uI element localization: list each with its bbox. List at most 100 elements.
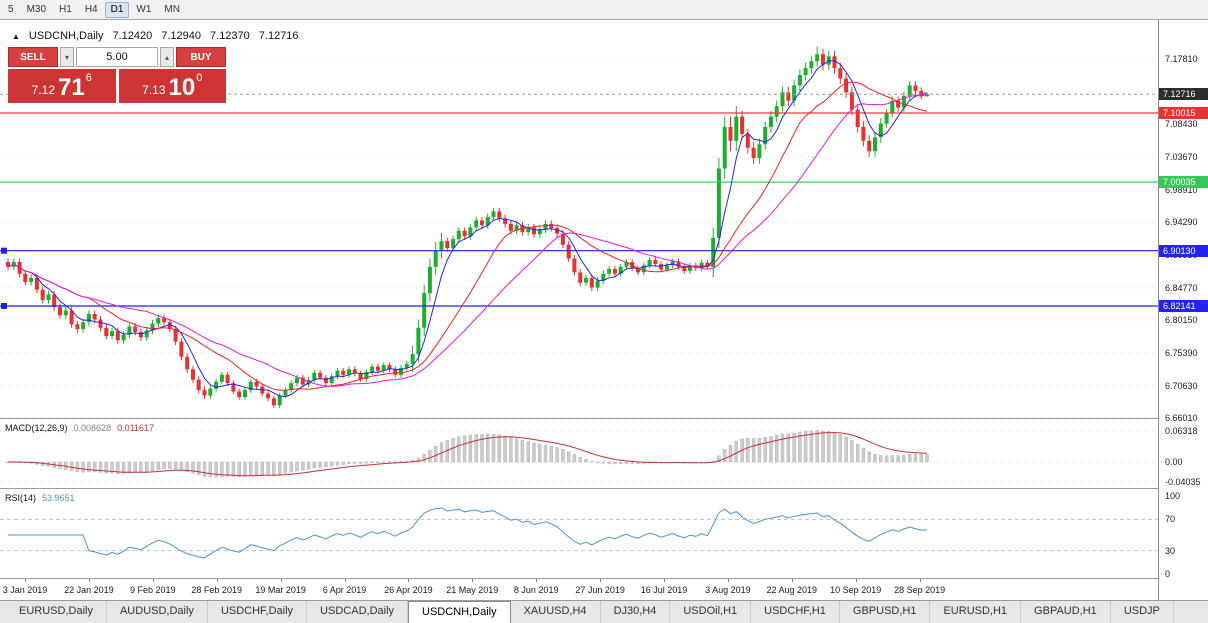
macd-axis-label: 0.00: [1165, 457, 1183, 467]
timeframe-toolbar: 5 M30 H1 H4 D1 W1 MN: [0, 0, 1208, 20]
chart-tab-eurusd-daily[interactable]: EURUSD,Daily: [6, 601, 107, 623]
chart-tab-gbpusd-h1[interactable]: GBPUSD,H1: [840, 601, 931, 623]
macd-main-value: 0.008628: [73, 423, 112, 433]
price-marker-label: 6.82141: [1159, 300, 1208, 312]
date-label: 16 Jul 2019: [640, 585, 688, 595]
macd-label: MACD(12,26,9) 0.008628 0.011617: [5, 423, 154, 433]
time-axis[interactable]: 3 Jan 2019 22 Jan 2019 9 Feb 2019 28 Feb 20…: [0, 578, 1158, 600]
rsi-pane-separator[interactable]: [0, 488, 1208, 489]
price-chart-canvas[interactable]: [0, 20, 1158, 418]
price-axis[interactable]: 7.178107.084307.036706.989106.942906.895…: [1158, 20, 1208, 600]
price-axis-label: 6.84770: [1165, 282, 1198, 293]
date-label: 9 Feb 2019: [130, 585, 176, 595]
time-axis-tick: [408, 578, 410, 582]
ask-point: 0: [196, 72, 203, 84]
rsi-axis-label: 100: [1165, 491, 1181, 501]
price-marker-label: 6.90130: [1159, 244, 1208, 257]
time-axis-tick: [727, 578, 729, 582]
time-axis-tick: [88, 578, 90, 582]
price-axis-label: 6.94290: [1165, 216, 1198, 227]
chevron-down-icon: ▾: [64, 52, 69, 62]
price-axis-label: 6.75390: [1165, 347, 1198, 358]
open-value: 7.12420: [112, 30, 153, 42]
rsi-axis-label: 70: [1165, 514, 1176, 525]
timeframe-button-h1[interactable]: H1: [59, 4, 72, 15]
chart-tab-gbpaud-h1[interactable]: GBPAUD,H1: [1021, 601, 1111, 623]
chart-tab-usdcad-daily[interactable]: USDCAD,Daily: [307, 601, 409, 623]
chart-tab-usdchf-daily[interactable]: USDCHF,Daily: [208, 601, 308, 623]
chart-tab-eurusd-h1[interactable]: EURUSD,H1: [930, 601, 1022, 623]
time-axis-tick: [152, 578, 154, 582]
sell-button[interactable]: SELL: [8, 47, 58, 67]
time-axis-tick: [791, 578, 793, 582]
bid-point: 6: [85, 72, 92, 84]
date-label: 8 Jun 2019: [513, 585, 559, 595]
price-axis-label: 6.70630: [1165, 380, 1198, 391]
date-label: 19 Mar 2019: [255, 585, 306, 595]
chart-tab-usdchf-h1[interactable]: USDCHF,H1: [751, 601, 840, 623]
price-marker-label: 7.00035: [1159, 176, 1208, 189]
price-axis-label: 7.03670: [1165, 151, 1198, 162]
timeframe-button-mn[interactable]: MN: [164, 4, 180, 15]
timeframe-button-w1[interactable]: W1: [136, 4, 152, 15]
volume-input[interactable]: 5.00: [76, 47, 158, 67]
time-axis-tick: [536, 578, 538, 582]
ask-prefix: 7.13: [142, 83, 166, 97]
low-value: 7.12370: [210, 30, 250, 42]
collapse-arrow-icon[interactable]: ▲: [12, 31, 20, 41]
macd-signal-value: 0.011617: [117, 423, 154, 433]
time-axis-tick: [472, 578, 474, 582]
ask-pips: 10: [168, 74, 196, 101]
date-label: 3 Aug 2019: [705, 585, 751, 595]
date-label: 6 Apr 2019: [322, 585, 367, 595]
high-value: 7.12940: [161, 30, 202, 42]
symbol-label: USDCNH,Daily: [28, 30, 104, 42]
volume-down-button[interactable]: ▾: [60, 47, 74, 67]
macd-pane-separator[interactable]: [0, 418, 1208, 419]
rsi-axis-label: 0: [1165, 569, 1171, 579]
bid-pips: 71: [58, 74, 85, 101]
rsi-name: RSI(14): [5, 493, 37, 503]
macd-name: MACD(12,26,9): [5, 423, 68, 433]
timeframe-button-d1[interactable]: D1: [104, 1, 130, 18]
time-axis-tick: [600, 578, 602, 582]
time-axis-tick: [25, 578, 26, 582]
date-label: 28 Sep 2019: [894, 585, 946, 595]
chart-area: ▲ USDCNH,Daily 7.12420 7.12940 7.12370 7…: [0, 20, 1208, 600]
chart-ohlc-header: ▲ USDCNH,Daily 7.12420 7.12940 7.12370 7…: [12, 30, 299, 42]
macd-indicator-canvas[interactable]: [0, 419, 1158, 488]
chart-tab-xauusd-h4[interactable]: XAUUSD,H4: [511, 601, 601, 623]
close-value: 7.12716: [258, 30, 299, 42]
rsi-label: RSI(14) 53.9651: [5, 493, 75, 503]
bid-quote-panel[interactable]: 7.12 71 6: [8, 69, 116, 103]
price-axis-label: 6.98910: [1165, 184, 1198, 195]
bid-prefix: 7.12: [31, 83, 56, 97]
date-label: 10 Sep 2019: [830, 585, 882, 595]
buy-button[interactable]: BUY: [176, 47, 226, 67]
timeframe-button-5[interactable]: 5: [8, 4, 14, 15]
rsi-indicator-canvas[interactable]: [0, 489, 1158, 578]
ask-quote-panel[interactable]: 7.13 10 0: [118, 69, 226, 103]
date-label: 3 Jan 2019: [2, 585, 48, 595]
chart-tab-usdoil-h1[interactable]: USDOil,H1: [670, 601, 752, 623]
price-axis-label: 7.17810: [1165, 54, 1198, 65]
time-axis-tick: [344, 578, 346, 582]
chart-tab-dj30-h4[interactable]: DJ30,H4: [601, 601, 671, 623]
chart-tab-audusd-daily[interactable]: AUDUSD,Daily: [107, 601, 208, 623]
price-axis-label: 6.80150: [1165, 314, 1198, 325]
quote-panels-row: 7.12 71 6 7.13 10 0: [8, 69, 226, 103]
timeframe-button-h4[interactable]: H4: [84, 4, 98, 15]
time-axis-tick: [216, 578, 218, 582]
chart-tab-usdjp[interactable]: USDJP: [1111, 601, 1174, 623]
time-axis-tick: [664, 578, 665, 582]
one-click-trading-panel: SELL ▾ 5.00 ▴ BUY 7.12 71 6 7.13 10 0: [8, 47, 226, 103]
volume-up-button[interactable]: ▴: [160, 47, 174, 67]
rsi-axis-label: 30: [1165, 545, 1176, 556]
trade-controls-row: SELL ▾ 5.00 ▴ BUY: [8, 47, 226, 67]
timeframe-button-m30[interactable]: M30: [26, 4, 47, 15]
chart-tab-usdcnh-daily[interactable]: USDCNH,Daily: [408, 601, 511, 623]
chevron-up-icon: ▴: [164, 52, 169, 62]
chart-tabs-bar: EURUSD,Daily AUDUSD,Daily USDCHF,Daily USDC…: [0, 600, 1208, 623]
price-axis-label: 6.66010: [1165, 412, 1198, 423]
